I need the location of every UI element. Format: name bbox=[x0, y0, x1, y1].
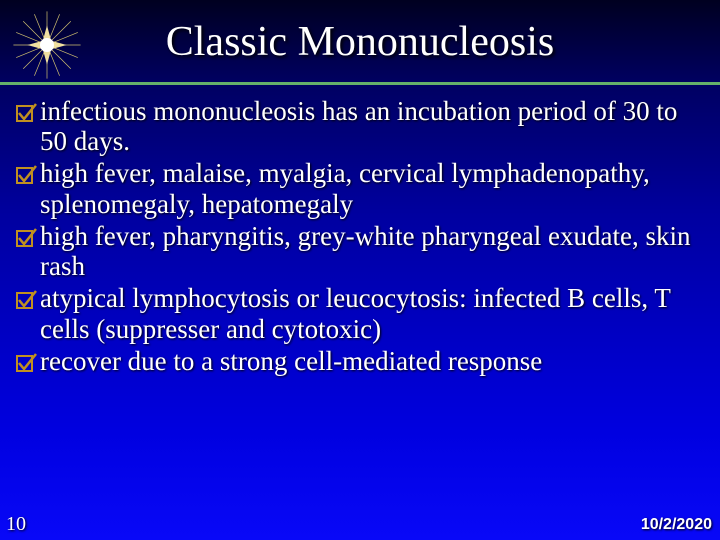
list-item-text: atypical lymphocytosis or leucocytosis: … bbox=[40, 283, 706, 343]
slide-body: infectious mononucleosis has an incubati… bbox=[14, 96, 706, 378]
slide: Classic Mononucleosis infectious mononuc… bbox=[0, 0, 720, 540]
check-box-icon bbox=[14, 226, 38, 250]
title-underline bbox=[0, 82, 720, 85]
page-number: 10 bbox=[6, 513, 26, 536]
list-item-text: infectious mononucleosis has an incubati… bbox=[40, 96, 706, 156]
check-box-icon bbox=[14, 351, 38, 375]
slide-title: Classic Mononucleosis bbox=[0, 18, 720, 66]
check-box-icon bbox=[14, 163, 38, 187]
list-item: high fever, malaise, myalgia, cervical l… bbox=[14, 158, 706, 218]
list-item-text: recover due to a strong cell-mediated re… bbox=[40, 346, 706, 376]
check-box-icon bbox=[14, 288, 38, 312]
list-item-text: high fever, pharyngitis, grey-white phar… bbox=[40, 221, 706, 281]
list-item: high fever, pharyngitis, grey-white phar… bbox=[14, 221, 706, 281]
list-item: recover due to a strong cell-mediated re… bbox=[14, 346, 706, 376]
list-item: infectious mononucleosis has an incubati… bbox=[14, 96, 706, 156]
list-item-text: high fever, malaise, myalgia, cervical l… bbox=[40, 158, 706, 218]
slide-date: 10/2/2020 bbox=[641, 516, 712, 534]
list-item: atypical lymphocytosis or leucocytosis: … bbox=[14, 283, 706, 343]
check-box-icon bbox=[14, 101, 38, 125]
